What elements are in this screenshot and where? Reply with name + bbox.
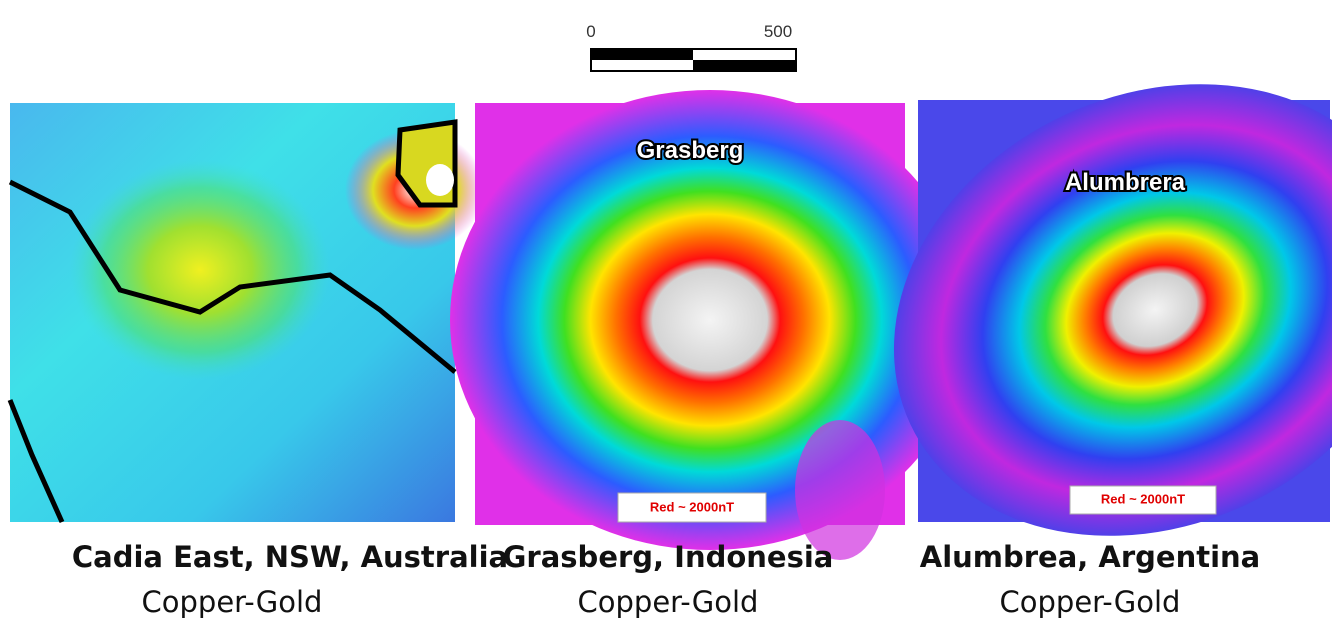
map-grasberg: Grasberg Red ~ 2000nT: [450, 90, 970, 560]
legend-note: Red ~ 2000nT: [1101, 491, 1185, 506]
legend-note: Red ~ 2000nT: [650, 499, 734, 514]
map-alumbrera: Alumbrera Red ~ 2000nT: [893, 84, 1332, 536]
panel-title: Alumbrea, Argentina: [920, 540, 1261, 574]
scale-start: 0: [586, 22, 595, 41]
map-cadia: [7, 103, 485, 524]
panel-title: Cadia East, NSW, Australia: [72, 540, 508, 574]
panel-subtitle: Copper-Gold: [578, 585, 759, 618]
panel-title: Grasberg, Indonesia: [503, 540, 834, 574]
panel-subtitle: Copper-Gold: [1000, 585, 1181, 618]
scale-bar: [590, 48, 797, 72]
map-label: Alumbrera: [1065, 169, 1186, 196]
panel-subtitle: Copper-Gold: [142, 585, 323, 618]
map-label: Grasberg: [637, 137, 744, 164]
scale-end: 500: [764, 22, 792, 41]
